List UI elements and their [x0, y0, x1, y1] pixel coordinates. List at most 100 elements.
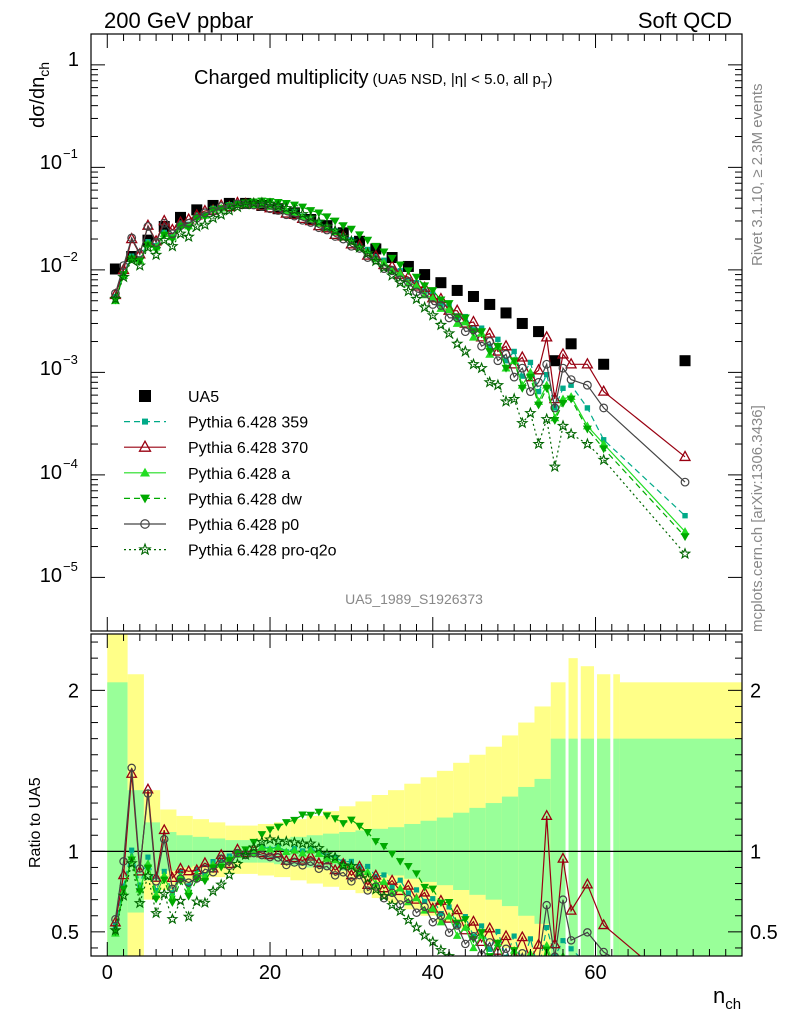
data-point: [190, 219, 204, 232]
ratio-point: [290, 816, 299, 825]
ratio-point: [184, 893, 193, 901]
data-point: [418, 300, 431, 313]
ratio-point: [518, 968, 527, 976]
ratio-point: [176, 874, 185, 883]
data-point: [556, 419, 570, 432]
data-point: [387, 266, 397, 276]
ratio-point: [402, 879, 415, 890]
data-point: [533, 326, 545, 338]
ratio-point: [314, 849, 324, 857]
ratio-point: [312, 841, 325, 854]
ratio-point: [119, 885, 128, 894]
legend-marker: [142, 418, 148, 425]
data-point: [549, 355, 561, 367]
legend-label: Pythia 6.428 dw: [188, 491, 302, 508]
data-point: [516, 317, 528, 329]
ratio-point: [412, 870, 421, 878]
ratio-point: [405, 890, 411, 896]
ratio-point: [239, 848, 252, 861]
data-point: [436, 296, 446, 305]
ratio-point: [109, 923, 122, 936]
data-point: [353, 240, 366, 253]
ratio-point: [125, 856, 138, 869]
ratio-point: [166, 912, 179, 925]
ratio-point: [158, 823, 171, 835]
data-point: [581, 437, 594, 450]
ratio-point: [404, 894, 413, 904]
ratio-point: [338, 820, 348, 828]
ratio-point: [681, 1006, 690, 1014]
ratio-point: [558, 895, 568, 904]
data-point: [322, 213, 332, 222]
data-point: [377, 261, 391, 274]
ratio-point: [397, 877, 403, 883]
data-point: [467, 315, 480, 327]
data-point: [198, 218, 212, 231]
ratio-point: [469, 931, 478, 941]
ratio-point: [133, 864, 146, 876]
uncertainty-band-inner: [567, 738, 580, 956]
legend-label: Pythia 6.428 p0: [188, 517, 299, 534]
data-point: [157, 233, 171, 246]
ratio-point: [418, 885, 431, 897]
ratio-point: [444, 912, 454, 920]
data-point: [487, 343, 493, 349]
ratio-point: [304, 837, 317, 849]
ratio-point: [151, 895, 161, 904]
data-point: [501, 364, 511, 373]
data-point: [371, 242, 381, 251]
data-point: [200, 213, 210, 222]
ratio-point: [402, 913, 415, 926]
data-point: [412, 281, 421, 290]
data-point: [495, 336, 501, 343]
ratio-point: [345, 868, 358, 880]
ratio-point: [428, 904, 438, 912]
data-point: [320, 219, 334, 232]
ratio-point: [265, 852, 275, 862]
data-point: [483, 326, 496, 338]
data-point: [516, 350, 529, 362]
ratio-point: [536, 968, 541, 973]
ratio-point: [682, 1005, 687, 1010]
band-gap: [577, 634, 581, 956]
ratio-point: [176, 871, 185, 880]
data-point: [257, 202, 267, 211]
ytick-exp-1e-5: −5: [63, 559, 78, 574]
data-point: [582, 425, 592, 434]
ratio-point: [159, 876, 169, 885]
ratio-point: [680, 989, 689, 998]
ratio-point: [265, 826, 275, 834]
data-point: [133, 259, 146, 271]
ratio-line: [114, 767, 612, 956]
ratio-point: [314, 864, 324, 874]
data-point: [535, 388, 542, 395]
ratio-point: [369, 868, 382, 880]
ratio-point: [502, 986, 511, 995]
data-point: [558, 363, 568, 373]
ratio-point: [453, 959, 462, 968]
ratio-point: [151, 877, 161, 886]
data-point: [369, 254, 383, 267]
ratio-point: [150, 906, 163, 919]
ratio-point: [207, 884, 220, 897]
data-point: [558, 399, 568, 408]
data-point: [491, 344, 504, 356]
data-point: [263, 197, 277, 210]
ratio-point: [182, 864, 195, 876]
data-point: [680, 527, 690, 535]
ratio-point: [117, 889, 130, 901]
data-point: [680, 533, 690, 542]
data-point: [599, 403, 609, 413]
ratio-point: [345, 859, 358, 872]
data-point: [151, 238, 161, 247]
data-point: [477, 328, 487, 337]
ratio-point: [125, 767, 138, 778]
data-point: [509, 372, 519, 382]
ratio-point: [225, 857, 234, 865]
data-point: [550, 403, 560, 413]
data-point: [544, 371, 550, 378]
ratio-point: [420, 883, 429, 892]
ytick-exp-1e-1: −1: [63, 146, 78, 161]
legend-item: Pythia 6.428 pro-q2o: [124, 542, 337, 560]
data-point: [519, 373, 525, 379]
